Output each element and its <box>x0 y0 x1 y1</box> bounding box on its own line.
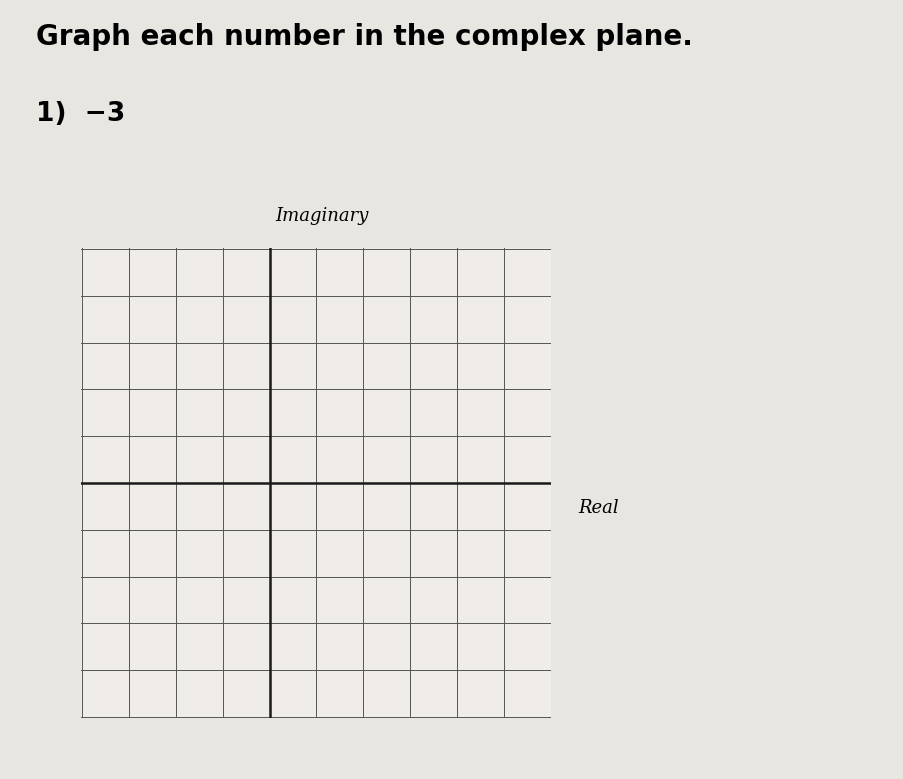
Text: Imaginary: Imaginary <box>275 207 368 225</box>
Text: Real: Real <box>578 499 619 517</box>
Text: 1)  −3: 1) −3 <box>36 101 126 127</box>
Text: Graph each number in the complex plane.: Graph each number in the complex plane. <box>36 23 693 51</box>
